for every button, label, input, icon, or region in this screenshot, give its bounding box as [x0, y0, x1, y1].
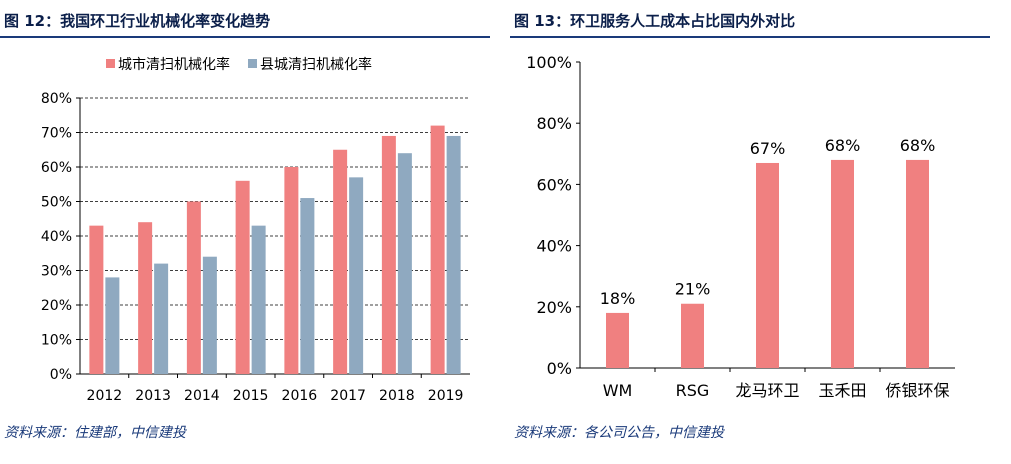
y-tick-label: 30%	[41, 264, 72, 280]
bar-city-rate	[138, 222, 153, 374]
bar-city-rate	[89, 225, 104, 374]
figure-13-title: 图 13：环卫服务人工成本占比国内外对比	[514, 12, 796, 30]
x-tick-label: 2017	[330, 388, 366, 404]
x-tick-label: RSG	[676, 381, 710, 400]
legend-swatch-city	[106, 59, 115, 68]
x-tick-label: WM	[603, 381, 633, 400]
x-tick-label: 2019	[428, 388, 464, 404]
bar-city-rate	[381, 135, 396, 374]
mechanization-rate-chart: 0% 10% 20% 30% 40% 50% 60% 70% 80% 2012 2013 2014 20…	[41, 56, 470, 404]
bar-labor-cost-share	[906, 159, 929, 368]
bar-county-rate	[154, 263, 169, 374]
y-tick-label: 60%	[41, 160, 72, 176]
bar-value-label: 18%	[600, 289, 636, 308]
figure-13-panel: 图 13：环卫服务人工成本占比国内外对比 0% 20% 40% 60% 80% 100% 1…	[510, 0, 990, 464]
x-tick-label: 2015	[233, 388, 269, 404]
legend-swatch-county	[248, 59, 257, 68]
figure-12-source: 资料来源：住建部，中信建投	[4, 425, 186, 441]
bar-county-rate	[300, 198, 315, 374]
figure-12-title-rule	[0, 36, 490, 38]
y-tick-label: 50%	[41, 195, 72, 211]
bar-county-rate	[202, 256, 217, 374]
y-tick-label: 40%	[41, 229, 72, 245]
bar-labor-cost-share	[831, 159, 854, 368]
bar-city-rate	[186, 201, 201, 374]
bar-city-rate	[430, 125, 445, 374]
bar-labor-cost-share	[606, 312, 629, 368]
figure-13-source: 资料来源：各公司公告，中信建投	[514, 425, 724, 441]
y-tick-label: 20%	[41, 298, 72, 314]
bar-value-label: 67%	[750, 139, 786, 158]
bar-county-rate	[446, 135, 461, 374]
x-tick-label: 2014	[184, 388, 220, 404]
bar-labor-cost-share	[681, 303, 704, 368]
y-tick-label: 0%	[50, 367, 72, 383]
x-tick-label: 2012	[87, 388, 123, 404]
bar-county-rate	[251, 225, 266, 374]
figure-12-panel: 图 12：我国环卫行业机械化率变化趋势 0% 10% 20% 30% 40% 50% 60%…	[0, 0, 490, 464]
x-tick-label: 2016	[282, 388, 318, 404]
bar-county-rate	[349, 177, 364, 374]
figure-13-title-rule	[510, 36, 990, 38]
x-tick-label: 2018	[379, 388, 415, 404]
y-tick-label: 80%	[536, 114, 572, 133]
x-tick-label: 玉禾田	[818, 381, 866, 400]
bar-city-rate	[235, 180, 250, 374]
legend-label-city: 城市清扫机械化率	[118, 56, 230, 73]
figure-12-title: 图 12：我国环卫行业机械化率变化趋势	[4, 12, 271, 30]
labor-cost-share-chart: 0% 20% 40% 60% 80% 100% 18% WM 21% RSG 67% 龙马环卫 68% 玉…	[526, 53, 955, 400]
x-tick-label: 龙马环卫	[735, 381, 799, 400]
y-tick-label: 10%	[41, 333, 72, 349]
bar-labor-cost-share	[756, 162, 779, 368]
y-tick-label: 20%	[536, 298, 572, 317]
y-tick-label: 0%	[547, 359, 572, 378]
bar-county-rate	[397, 153, 412, 374]
bar-value-label: 21%	[675, 280, 711, 299]
bar-city-rate	[284, 167, 299, 374]
bar-value-label: 68%	[825, 136, 861, 155]
y-tick-label: 60%	[536, 175, 572, 194]
bar-value-label: 68%	[900, 136, 936, 155]
x-tick-label: 2013	[135, 388, 171, 404]
y-tick-label: 40%	[536, 237, 572, 256]
y-tick-label: 100%	[526, 53, 572, 72]
legend-label-county: 县城清扫机械化率	[260, 56, 372, 73]
y-tick-label: 80%	[41, 91, 72, 107]
x-tick-label: 侨银环保	[885, 381, 949, 400]
bar-county-rate	[105, 277, 120, 374]
y-tick-label: 70%	[41, 126, 72, 142]
bar-city-rate	[333, 149, 348, 374]
